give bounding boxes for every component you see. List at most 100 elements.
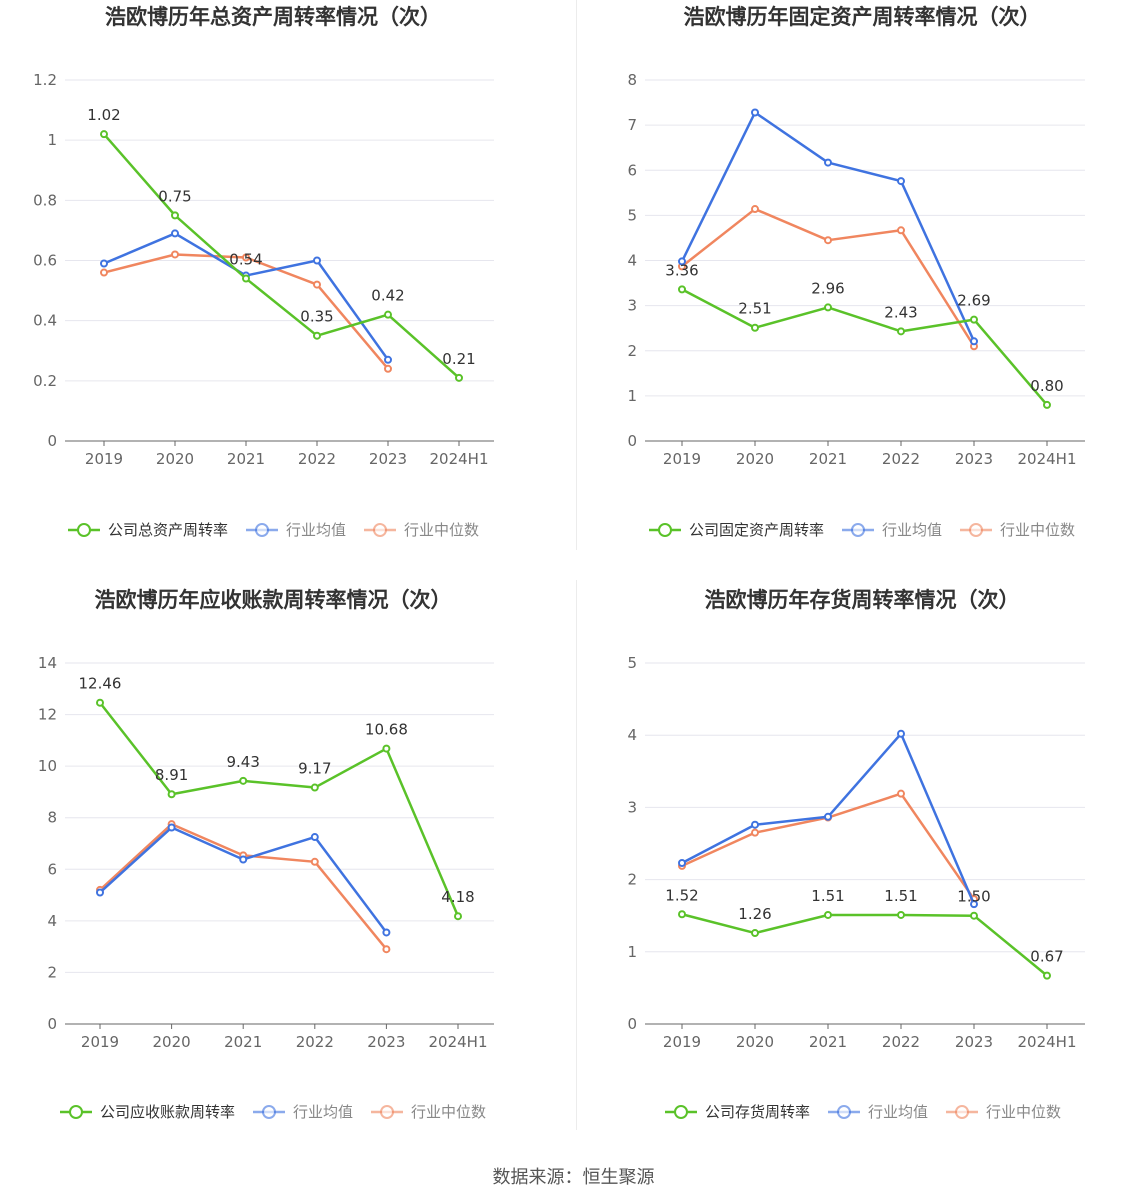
chart-panel-receivables-turnover: 浩欧博历年应收账款周转率情况（次） 0 2 4 6 8 10 12 14 2019 2020 2021… <box>0 582 576 1152</box>
data-point-industry-avg <box>310 833 319 842</box>
legend-item: 公司存货周转率 <box>665 1103 810 1121</box>
legend-marker <box>955 1105 969 1119</box>
chart-svg: 浩欧博历年固定资产周转率情况（次） 0 1 2 3 4 5 6 7 8 2019 2020 2021 20… <box>627 5 1085 539</box>
data-point-company <box>1043 971 1051 980</box>
x-tick-label: 2022 <box>882 450 920 468</box>
data-label: 9.43 <box>226 753 259 771</box>
y-tick-label: 1 <box>627 387 637 405</box>
data-point-company <box>384 310 392 319</box>
y-tick-label: 0.2 <box>33 372 57 390</box>
legend-item: 公司总资产周转率 <box>68 521 228 539</box>
data-label: 12.46 <box>79 675 122 693</box>
chart-panel-fixed-asset-turnover: 浩欧博历年固定资产周转率情况（次） 0 1 2 3 4 5 6 7 8 2019 2020 2021 20… <box>577 0 1147 560</box>
data-point-company <box>970 911 978 920</box>
legend-item: 行业均值 <box>842 521 942 539</box>
data-point-industry-avg <box>678 858 686 867</box>
legend-marker <box>674 1105 688 1119</box>
data-point-industry-avg <box>239 855 248 864</box>
data-label: 3.36 <box>665 261 698 279</box>
chart-panel-inventory-turnover: 浩欧博历年存货周转率情况（次） 0 1 2 3 4 5 2019 2020 2021 2022 202… <box>577 582 1147 1152</box>
x-tick-label: 2022 <box>882 1033 920 1051</box>
data-label: 0.21 <box>442 350 475 368</box>
data-label: 9.17 <box>298 760 331 778</box>
series-line-industry-median <box>681 792 976 900</box>
legend-marker <box>380 1105 394 1119</box>
x-tick-label: 2021 <box>809 1033 847 1051</box>
y-tick-label: 0 <box>47 1015 57 1033</box>
data-point-company <box>455 373 463 382</box>
x-tick-label: 2023 <box>955 450 993 468</box>
x-tick-label: 2022 <box>296 1033 334 1051</box>
data-point-industry-median <box>897 789 905 798</box>
data-point-company <box>824 910 832 919</box>
data-point-industry-median <box>242 253 250 262</box>
data-point-company <box>751 929 759 938</box>
vertical-divider <box>576 580 577 1130</box>
legend-marker <box>262 1105 276 1119</box>
data-point-company <box>454 912 462 921</box>
series-line-company <box>681 288 1048 406</box>
x-tick-label: 2024H1 <box>429 1033 488 1051</box>
x-tick-label: 2019 <box>663 450 701 468</box>
x-tick-label: 2019 <box>81 1033 119 1051</box>
data-point-industry-median <box>313 280 321 289</box>
x-tick-label: 2024H1 <box>1018 450 1077 468</box>
x-tick-label: 2020 <box>736 1033 774 1051</box>
y-tick-label: 0.6 <box>33 252 57 270</box>
y-tick-label: 2 <box>627 871 637 889</box>
legend-item: 行业均值 <box>246 521 346 539</box>
x-tick-label: 2020 <box>156 450 194 468</box>
data-point-industry-median <box>310 857 319 866</box>
legend-marker <box>373 523 387 537</box>
x-tick-label: 2020 <box>153 1033 191 1051</box>
data-point-company <box>310 783 319 792</box>
legend-item: 行业中位数 <box>946 1103 1061 1121</box>
x-tick-label: 2020 <box>736 450 774 468</box>
legend-item: 行业均值 <box>828 1103 928 1121</box>
data-point-industry-avg <box>171 229 179 238</box>
x-tick-label: 2021 <box>227 450 265 468</box>
x-tick-label: 2019 <box>85 450 123 468</box>
y-tick-label: 4 <box>47 912 57 930</box>
y-tick-label: 0 <box>627 1015 637 1033</box>
data-point-industry-avg <box>970 337 978 346</box>
y-tick-label: 2 <box>47 963 57 981</box>
x-tick-label: 2021 <box>224 1033 262 1051</box>
legend-label: 行业均值 <box>286 521 346 539</box>
data-label: 2.96 <box>811 279 844 297</box>
data-label: 10.68 <box>365 721 408 739</box>
legend-item: 行业中位数 <box>960 521 1075 539</box>
y-tick-label: 10 <box>38 757 57 775</box>
data-point-industry-avg <box>970 900 978 909</box>
data-point-company <box>751 323 759 332</box>
data-label: 8.91 <box>155 766 188 784</box>
legend-label: 公司应收账款周转率 <box>100 1103 235 1121</box>
data-point-company <box>96 698 104 707</box>
data-label: 0.67 <box>1030 948 1063 966</box>
data-label: 2.43 <box>884 303 917 321</box>
data-point-industry-avg <box>384 355 392 364</box>
data-label: 0.42 <box>371 287 404 305</box>
legend-label: 公司存货周转率 <box>705 1103 810 1121</box>
chart-title: 浩欧博历年总资产周转率情况（次） <box>105 5 441 29</box>
data-point-company <box>897 327 905 336</box>
legend-label: 公司总资产周转率 <box>108 521 228 539</box>
data-label: 1.51 <box>884 887 917 905</box>
data-label: 1.02 <box>87 106 120 124</box>
legend-label: 公司固定资产周转率 <box>689 521 824 539</box>
y-tick-label: 1.2 <box>33 71 57 89</box>
chart-title: 浩欧博历年存货周转率情况（次） <box>705 588 1020 612</box>
y-tick-label: 14 <box>38 654 57 672</box>
legend-marker <box>69 1105 83 1119</box>
y-tick-label: 8 <box>47 809 57 827</box>
data-point-company <box>313 331 321 340</box>
data-point-industry-avg <box>100 259 108 268</box>
data-point-company <box>678 285 686 294</box>
legend-marker <box>658 523 672 537</box>
chart-svg: 浩欧博历年总资产周转率情况（次） 0 0.2 0.4 0.6 0.8 1 1.2 2019 202… <box>33 5 494 539</box>
legend-item: 行业均值 <box>253 1103 353 1121</box>
y-tick-label: 0 <box>47 432 57 450</box>
chart-title: 浩欧博历年应收账款周转率情况（次） <box>95 588 452 612</box>
y-tick-label: 6 <box>627 161 637 179</box>
data-label: 4.18 <box>441 888 474 906</box>
